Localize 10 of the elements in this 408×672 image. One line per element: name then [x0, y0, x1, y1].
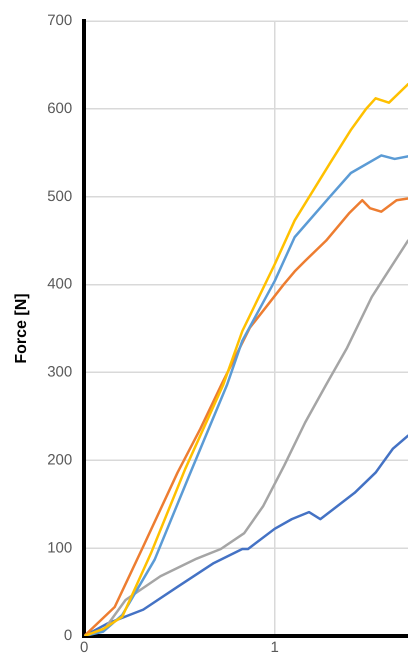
y-tick-label: 600	[47, 100, 72, 117]
x-tick-label: 1	[270, 639, 279, 656]
y-tick-label: 0	[64, 627, 72, 644]
y-tick-label: 300	[47, 364, 72, 381]
y-tick-label: 100	[47, 539, 72, 556]
y-tick-label: 500	[47, 188, 72, 205]
y-tick-label: 700	[47, 12, 72, 30]
y-tick-label: 200	[47, 451, 72, 468]
y-axis-title: Force [N]	[13, 293, 30, 364]
y-tick-label: 400	[47, 276, 72, 293]
